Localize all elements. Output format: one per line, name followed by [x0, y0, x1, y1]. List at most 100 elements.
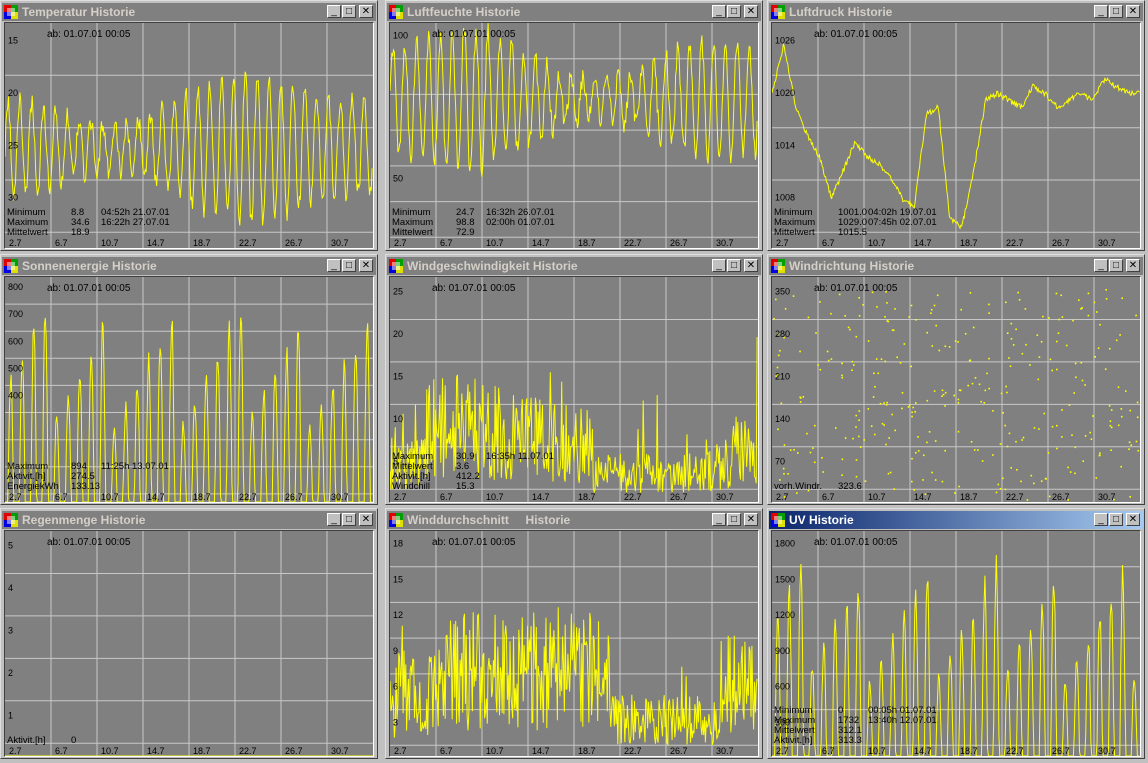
- x-tick-label: 6.7: [440, 238, 453, 248]
- minimize-button[interactable]: _: [712, 259, 726, 272]
- data-point: [972, 326, 975, 329]
- maximize-button[interactable]: □: [727, 259, 741, 272]
- data-point: [800, 397, 802, 399]
- window-windrichtung-historie[interactable]: Windrichtung Historie _ □ ✕ 350 280 210 140 70 2.…: [767, 254, 1145, 505]
- y-tick-label: 30: [8, 193, 18, 203]
- app-icon[interactable]: [4, 259, 18, 273]
- data-point: [1105, 298, 1108, 300]
- stat-value: 1732: [838, 715, 859, 726]
- data-point: [957, 402, 960, 404]
- data-point: [809, 451, 812, 454]
- app-icon[interactable]: [389, 513, 403, 527]
- window-sonnenenergie-historie[interactable]: Sonnenenergie Historie _ □ ✕ 800 700 600 500 400…: [0, 254, 378, 505]
- maximize-button[interactable]: □: [727, 5, 741, 18]
- window-temperatur-historie[interactable]: Temperatur Historie _ □ ✕ 15 20 25 30 2.7 6.7 10.7…: [0, 0, 378, 251]
- y-tick-label: 100: [393, 31, 408, 41]
- data-point: [981, 460, 984, 462]
- minimize-button[interactable]: _: [1094, 513, 1108, 526]
- data-point: [944, 449, 946, 452]
- app-icon[interactable]: [4, 5, 18, 19]
- data-point: [1074, 362, 1077, 365]
- title-bar[interactable]: Luftdruck Historie _ □ ✕: [769, 3, 1143, 21]
- series-points: [773, 289, 1140, 501]
- x-tick-label: 26.7: [670, 492, 688, 502]
- data-point: [855, 459, 858, 461]
- data-point: [1004, 488, 1007, 491]
- window-winddurchschnitt-historie[interactable]: Winddurchschnitt Historie _ □ ✕ 18 15 12 9 6 3 2.7…: [385, 508, 763, 759]
- data-point: [876, 306, 878, 308]
- title-bar[interactable]: Sonnenenergie Historie _ □ ✕: [2, 257, 376, 275]
- data-point: [1099, 323, 1101, 326]
- close-button[interactable]: ✕: [744, 259, 758, 272]
- close-button[interactable]: ✕: [359, 259, 373, 272]
- data-point: [911, 480, 913, 483]
- window-uv-historie[interactable]: UV Historie _ □ ✕ 1800 1500 1200 900 600 300 2.7 6.…: [767, 508, 1145, 759]
- data-point: [1087, 292, 1090, 295]
- close-button[interactable]: ✕: [1126, 513, 1140, 526]
- window-regenmenge-historie[interactable]: Regenmenge Historie _ □ ✕ 5 4 3 2 1 2.7 6.7 10.7 14.…: [0, 508, 378, 759]
- data-point: [807, 489, 810, 492]
- title-bar[interactable]: Windgeschwindigkeit Historie _ □ ✕: [387, 257, 761, 275]
- data-point: [971, 382, 974, 385]
- minimize-button[interactable]: _: [712, 513, 726, 526]
- window-luftfeuchte-historie[interactable]: Luftfeuchte Historie _ □ ✕ 100 50 2.7 6.7 10.7 14…: [385, 0, 763, 251]
- app-icon[interactable]: [771, 513, 785, 527]
- close-button[interactable]: ✕: [359, 513, 373, 526]
- app-icon[interactable]: [389, 259, 403, 273]
- data-point: [901, 392, 904, 394]
- data-point: [885, 443, 887, 446]
- data-point: [886, 302, 888, 304]
- maximize-button[interactable]: □: [342, 259, 356, 272]
- maximize-button[interactable]: □: [727, 513, 741, 526]
- title-bar[interactable]: Winddurchschnitt Historie _ □ ✕: [387, 511, 761, 529]
- x-tick-label: 30.7: [1098, 746, 1116, 756]
- maximize-button[interactable]: □: [342, 5, 356, 18]
- title-bar[interactable]: Windrichtung Historie _ □ ✕: [769, 257, 1143, 275]
- stat-label: vorh.Windr.: [774, 481, 822, 492]
- y-tick-label: 25: [8, 140, 18, 150]
- window-windgeschwindigkeit-historie[interactable]: Windgeschwindigkeit Historie _ □ ✕ 25 20 15 10 5…: [385, 254, 763, 505]
- data-point: [793, 449, 795, 451]
- app-icon[interactable]: [389, 5, 403, 19]
- x-tick-label: 14.7: [532, 746, 550, 756]
- data-point: [777, 428, 779, 431]
- data-point: [779, 479, 781, 481]
- x-tick-label: 6.7: [822, 492, 835, 502]
- title-bar[interactable]: Temperatur Historie _ □ ✕: [2, 3, 376, 21]
- chart-area: 5 4 3 2 1 2.7 6.7 10.7 14.7 18.7 22.7 26.7 30.7 ab: 0…: [4, 530, 374, 757]
- app-icon[interactable]: [771, 5, 785, 19]
- minimize-button[interactable]: _: [327, 259, 341, 272]
- minimize-button[interactable]: _: [1094, 259, 1108, 272]
- close-button[interactable]: ✕: [1126, 259, 1140, 272]
- close-button[interactable]: ✕: [744, 513, 758, 526]
- maximize-button[interactable]: □: [1109, 5, 1123, 18]
- close-button[interactable]: ✕: [1126, 5, 1140, 18]
- y-tick-label: 600: [8, 336, 23, 346]
- data-point: [978, 383, 981, 386]
- data-point: [964, 333, 967, 335]
- maximize-button[interactable]: □: [1109, 513, 1123, 526]
- stat-detail: 13:40h 12.07.01: [868, 715, 937, 726]
- stat-detail: 07:45h 02.07.01: [868, 217, 937, 228]
- title-bar[interactable]: Luftfeuchte Historie _ □ ✕: [387, 3, 761, 21]
- stat-label: Mittelwert: [392, 461, 433, 472]
- window-luftdruck-historie[interactable]: Luftdruck Historie _ □ ✕ 1026 1020 1014 1008 2.7…: [767, 0, 1145, 251]
- app-icon[interactable]: [771, 259, 785, 273]
- data-point: [1081, 379, 1084, 382]
- maximize-button[interactable]: □: [342, 513, 356, 526]
- minimize-button[interactable]: _: [327, 5, 341, 18]
- y-tick-label: 9: [393, 646, 398, 656]
- close-button[interactable]: ✕: [359, 5, 373, 18]
- app-icon[interactable]: [4, 513, 18, 527]
- title-bar[interactable]: Regenmenge Historie _ □ ✕: [2, 511, 376, 529]
- minimize-button[interactable]: _: [712, 5, 726, 18]
- minimize-button[interactable]: _: [1094, 5, 1108, 18]
- data-point: [1009, 365, 1012, 367]
- minimize-button[interactable]: _: [327, 513, 341, 526]
- title-bar[interactable]: UV Historie _ □ ✕: [769, 511, 1143, 529]
- close-button[interactable]: ✕: [744, 5, 758, 18]
- data-point: [911, 411, 913, 414]
- maximize-button[interactable]: □: [1109, 259, 1123, 272]
- data-point: [1128, 448, 1130, 450]
- data-point: [988, 357, 990, 360]
